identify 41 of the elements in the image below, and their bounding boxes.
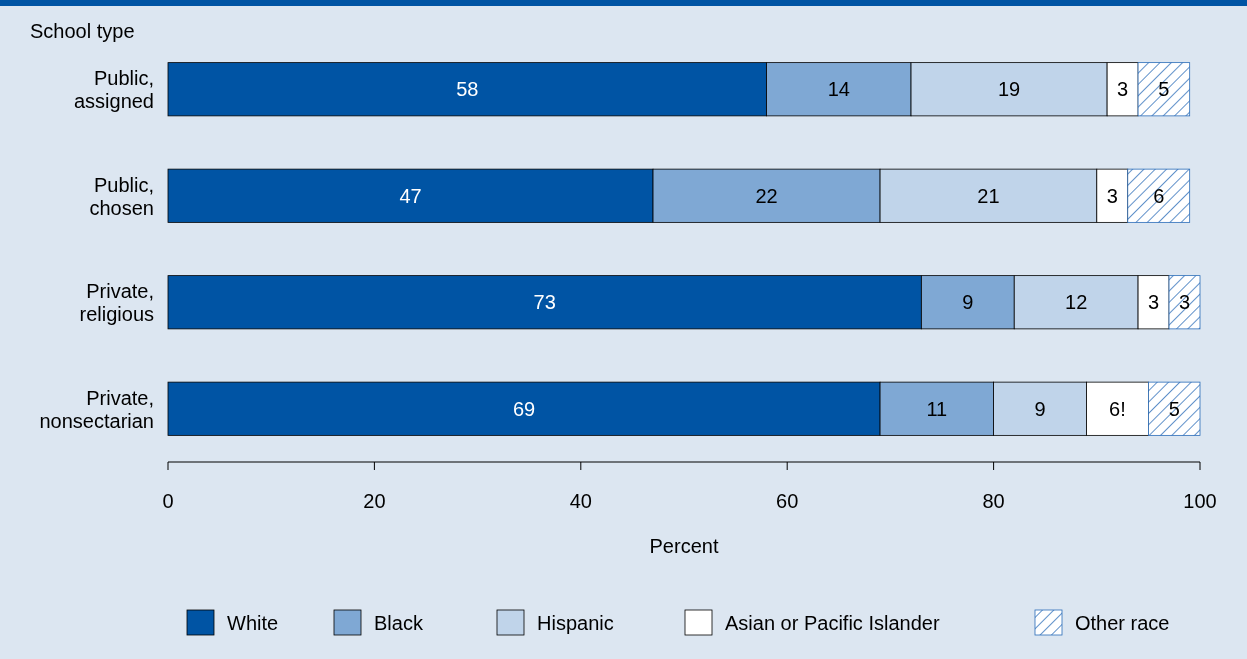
bar <box>1127 168 1191 223</box>
data-label: 3 <box>1178 291 1191 314</box>
data-label: 47 <box>399 184 422 207</box>
legend-label: Other race <box>1075 612 1170 634</box>
data-label: 6! <box>1109 397 1126 420</box>
bar <box>1168 275 1201 330</box>
data-label: 58 <box>456 78 479 101</box>
data-label: 3 <box>1106 184 1118 207</box>
legend-label: Black <box>374 612 424 634</box>
data-label: 22 <box>755 184 778 207</box>
bar <box>1137 62 1191 117</box>
data-label: 9 <box>1034 397 1046 420</box>
legend-label: Hispanic <box>537 612 614 634</box>
x-tick-label: 20 <box>363 490 386 512</box>
bar <box>1148 381 1201 436</box>
data-label: 9 <box>962 291 974 314</box>
data-label: 11 <box>926 397 948 420</box>
y-tick-label: Private, religious <box>79 280 154 326</box>
y-axis-title: School type <box>30 20 135 42</box>
data-label: 21 <box>977 184 1000 207</box>
x-tick-label: 60 <box>776 490 799 512</box>
y-tick-label: Private, nonsectarian <box>39 386 154 432</box>
data-label: 5 <box>1168 397 1180 420</box>
legend-label: Asian or Pacific Islander <box>725 612 940 634</box>
x-axis-title: Percent <box>649 535 719 557</box>
data-label: 3 <box>1117 78 1129 101</box>
y-tick-label: Public, assigned <box>73 67 154 113</box>
data-label: 6 <box>1153 184 1165 207</box>
data-label: 73 <box>533 291 556 314</box>
data-label: 19 <box>997 78 1021 101</box>
x-tick-label: 80 <box>982 490 1005 512</box>
data-label: 3 <box>1148 291 1160 314</box>
legend-label: White <box>227 612 279 634</box>
data-label: 5 <box>1158 78 1170 101</box>
data-label: 14 <box>827 78 850 101</box>
x-tick-label: 40 <box>569 490 592 512</box>
x-tick-label: 100 <box>1183 490 1217 512</box>
data-label: 12 <box>1065 291 1088 314</box>
data-label: 69 <box>512 397 536 420</box>
x-tick-label: 0 <box>162 490 174 512</box>
y-tick-label: Public, chosen <box>89 173 154 219</box>
